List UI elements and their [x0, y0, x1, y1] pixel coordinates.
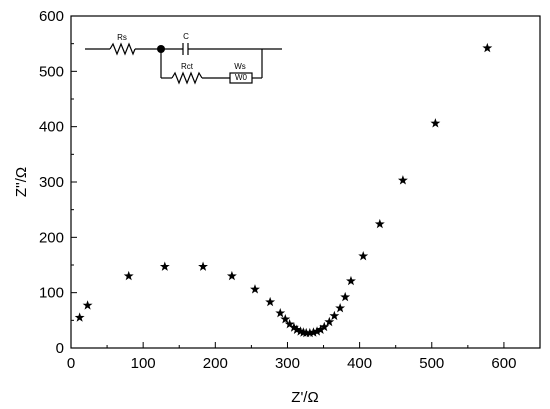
data-point-star [250, 284, 260, 294]
data-point-star [324, 316, 335, 327]
x-tick-label: 200 [203, 355, 228, 372]
data-point-star [340, 291, 351, 302]
data-point-star [82, 300, 93, 310]
data-point-star [482, 42, 493, 53]
data-point-star [123, 270, 134, 281]
data-point-star [329, 310, 340, 321]
rct-resistor-icon [171, 71, 203, 85]
data-point-star [430, 118, 441, 128]
circuit-node-icon [157, 45, 165, 53]
x-tick-label: 400 [347, 355, 372, 372]
data-point-star [346, 275, 356, 286]
data-point-star [397, 175, 408, 185]
x-tick-label: 0 [67, 355, 75, 372]
data-point-star [315, 324, 326, 334]
data-point-star [374, 218, 385, 229]
c-label: C [183, 32, 189, 41]
y-tick-label: 0 [56, 340, 64, 357]
y-axis-title: Z''/Ω [13, 167, 30, 197]
data-point-star [312, 326, 322, 336]
y-tick-label: 600 [39, 8, 64, 25]
data-point-star [226, 270, 237, 281]
data-point-star [301, 327, 312, 338]
y-tick-label: 500 [39, 63, 64, 80]
data-point-star [319, 321, 330, 332]
data-point-star [335, 302, 346, 313]
rs-label: Rs [117, 33, 127, 42]
data-point-star [289, 322, 299, 332]
data-point-star [291, 324, 302, 334]
x-tick-label: 600 [491, 355, 516, 372]
ws-label: Ws [234, 62, 246, 71]
data-point-star [74, 312, 85, 322]
w0-label: W0 [235, 73, 248, 82]
plot-frame [70, 15, 541, 349]
data-point-star [280, 314, 291, 324]
data-point-star [358, 250, 369, 261]
y-tick-label: 300 [39, 174, 64, 191]
data-point-star [198, 261, 208, 271]
x-tick-label: 300 [275, 355, 300, 372]
data-markers [74, 42, 493, 338]
data-point-star [284, 319, 295, 329]
data-point-star [308, 327, 319, 337]
axis-ticks: 0 100 200 300 400 500 600 0 100 200 300 400 500 600 [39, 8, 516, 372]
rs-resistor-icon [109, 42, 136, 56]
y-tick-label: 200 [39, 229, 64, 246]
y-tick-label: 400 [39, 119, 64, 136]
data-point-star [265, 296, 276, 307]
data-point-star [275, 307, 286, 318]
x-axis-title: Z'/Ω [291, 389, 318, 406]
x-tick-label: 500 [419, 355, 444, 372]
rct-label: Rct [181, 62, 194, 71]
data-point-star [159, 261, 170, 271]
x-tick-label: 100 [131, 355, 156, 372]
y-tick-label: 100 [39, 285, 64, 302]
data-point-star [304, 327, 315, 338]
